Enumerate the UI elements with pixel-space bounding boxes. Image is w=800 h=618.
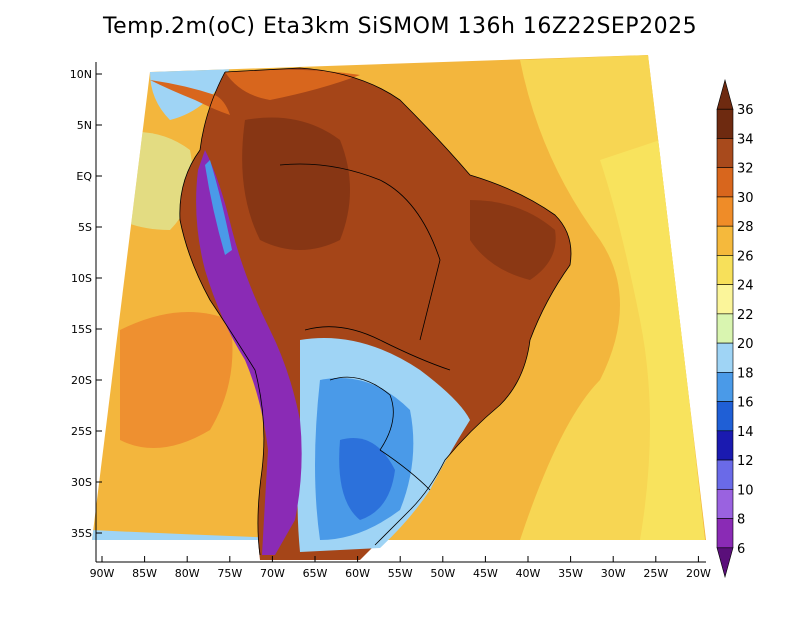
lon-label: 40W — [516, 567, 541, 580]
lon-label: 30W — [601, 567, 626, 580]
map-title: Temp.2m(oC) Eta3km SiSMOM 136h 16Z22SEP2… — [102, 14, 698, 39]
lat-ticks: 10N 5N EQ 5S 10S 15S 20S 25S 30S 35S — [70, 68, 102, 540]
lon-label: 75W — [217, 567, 242, 580]
lat-label: 5N — [77, 119, 92, 132]
lat-label: 15S — [71, 323, 92, 336]
colorbar-label: 6 — [737, 542, 745, 557]
north-coast-warm — [225, 69, 360, 100]
lon-label: 25W — [643, 567, 668, 580]
lon-label: 20W — [686, 567, 711, 580]
lon-label: 80W — [175, 567, 200, 580]
border-paraguay — [329, 376, 394, 451]
northeast-hot-core — [470, 200, 556, 280]
colorbar-swatch — [716, 342, 734, 373]
lon-label: 60W — [345, 567, 370, 580]
colorbar-label: 32 — [737, 162, 754, 177]
lat-label: 10N — [70, 68, 92, 81]
colorbar-top-arrow — [716, 78, 734, 110]
lon-label: 55W — [388, 567, 413, 580]
colorbar-swatch — [716, 313, 734, 344]
colorbar-label: 22 — [737, 308, 754, 323]
colorbar-label: 10 — [737, 483, 754, 498]
colorbar-label: 36 — [737, 103, 754, 118]
border-uruguay — [379, 449, 431, 491]
south-ocean-cool — [92, 530, 520, 540]
lat-label: 5S — [78, 221, 92, 234]
lon-ticks: 90W 85W 80W 75W 70W 65W 60W 55W 50W 45W 40W 35W 30W 2… — [90, 556, 711, 580]
lat-label: EQ — [76, 170, 92, 183]
colorbar-swatch — [716, 196, 734, 227]
pacific-hot-patch — [120, 312, 233, 448]
colorbar-label: 30 — [737, 191, 754, 206]
colorbar-label: 28 — [737, 220, 754, 235]
lat-label: 10S — [71, 272, 92, 285]
south-america-land — [150, 68, 572, 560]
colorbar-swatch — [716, 167, 734, 198]
colorbar-label: 14 — [737, 425, 754, 440]
amazon-hot-core — [242, 117, 350, 250]
colorbar-bottom-arrow — [716, 547, 734, 579]
colorbar-swatch — [716, 255, 734, 285]
lon-label: 50W — [430, 567, 455, 580]
lon-label: 45W — [473, 567, 498, 580]
colorbar-label: 18 — [737, 366, 754, 381]
lat-label: 30S — [71, 476, 92, 489]
colorbar-swatch — [716, 518, 734, 549]
lon-label: 65W — [303, 567, 328, 580]
colorbar-label: 8 — [737, 513, 745, 528]
colorbar-label: 16 — [737, 396, 754, 411]
colorbar-label: 34 — [737, 132, 754, 147]
lon-label: 90W — [90, 567, 115, 580]
colorbar-swatch — [716, 138, 734, 169]
colorbar-label: 12 — [737, 454, 754, 469]
lat-label: 25S — [71, 425, 92, 438]
lon-label: 35W — [558, 567, 583, 580]
coastline-east — [224, 67, 572, 546]
pampas-cold-patch — [339, 438, 395, 520]
coastline-west — [179, 71, 265, 556]
colorbar-label: 20 — [737, 337, 754, 352]
lat-label: 20S — [71, 374, 92, 387]
pacific-pale-band — [95, 132, 193, 230]
colorbar-swatch — [716, 401, 734, 432]
border-bolivia — [304, 326, 451, 371]
borders — [179, 67, 572, 556]
colorbar-swatch — [716, 459, 734, 490]
andes-cold-strip — [196, 150, 302, 555]
colorbar: 36 34 32 30 28 26 24 22 20 18 16 14 12 10 8 6 — [716, 78, 754, 579]
colorbar-label: 26 — [737, 249, 754, 264]
andes-north-strip — [205, 160, 232, 255]
atlantic-pale-zone — [600, 140, 705, 540]
colorbar-swatch — [716, 225, 734, 256]
colorbar-swatch — [716, 430, 734, 461]
lon-label: 85W — [132, 567, 157, 580]
border-brazil-west — [279, 163, 441, 341]
lon-label: 70W — [260, 567, 285, 580]
colorbar-label: 24 — [737, 279, 754, 294]
lat-label: 35S — [71, 527, 92, 540]
axes: 10N 5N EQ 5S 10S 15S 20S 25S 30S 35S 90W 85W 80W 75W… — [70, 62, 711, 580]
colorbar-swatch — [716, 488, 734, 519]
colorbar-swatch — [716, 284, 734, 315]
colorbar-swatch — [716, 372, 734, 402]
colorbar-swatch — [716, 108, 734, 139]
